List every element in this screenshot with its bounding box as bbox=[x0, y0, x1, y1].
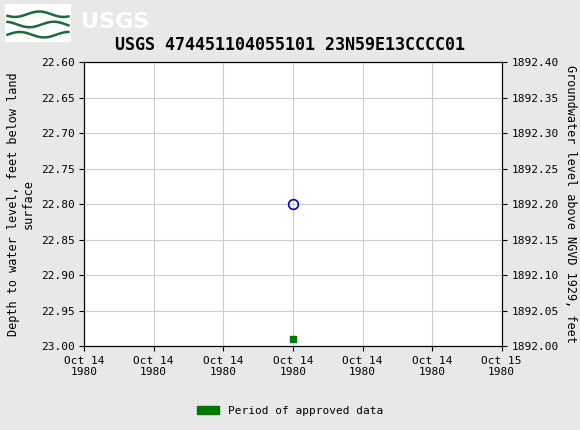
Text: USGS 474451104055101 23N59E13CCCC01: USGS 474451104055101 23N59E13CCCC01 bbox=[115, 36, 465, 54]
Legend: Period of approved data: Period of approved data bbox=[193, 401, 387, 420]
Bar bbox=[5, 3, 71, 42]
Text: USGS: USGS bbox=[81, 12, 150, 32]
Y-axis label: Groundwater level above NGVD 1929, feet: Groundwater level above NGVD 1929, feet bbox=[564, 65, 577, 343]
Y-axis label: Depth to water level, feet below land
surface: Depth to water level, feet below land su… bbox=[7, 72, 35, 336]
